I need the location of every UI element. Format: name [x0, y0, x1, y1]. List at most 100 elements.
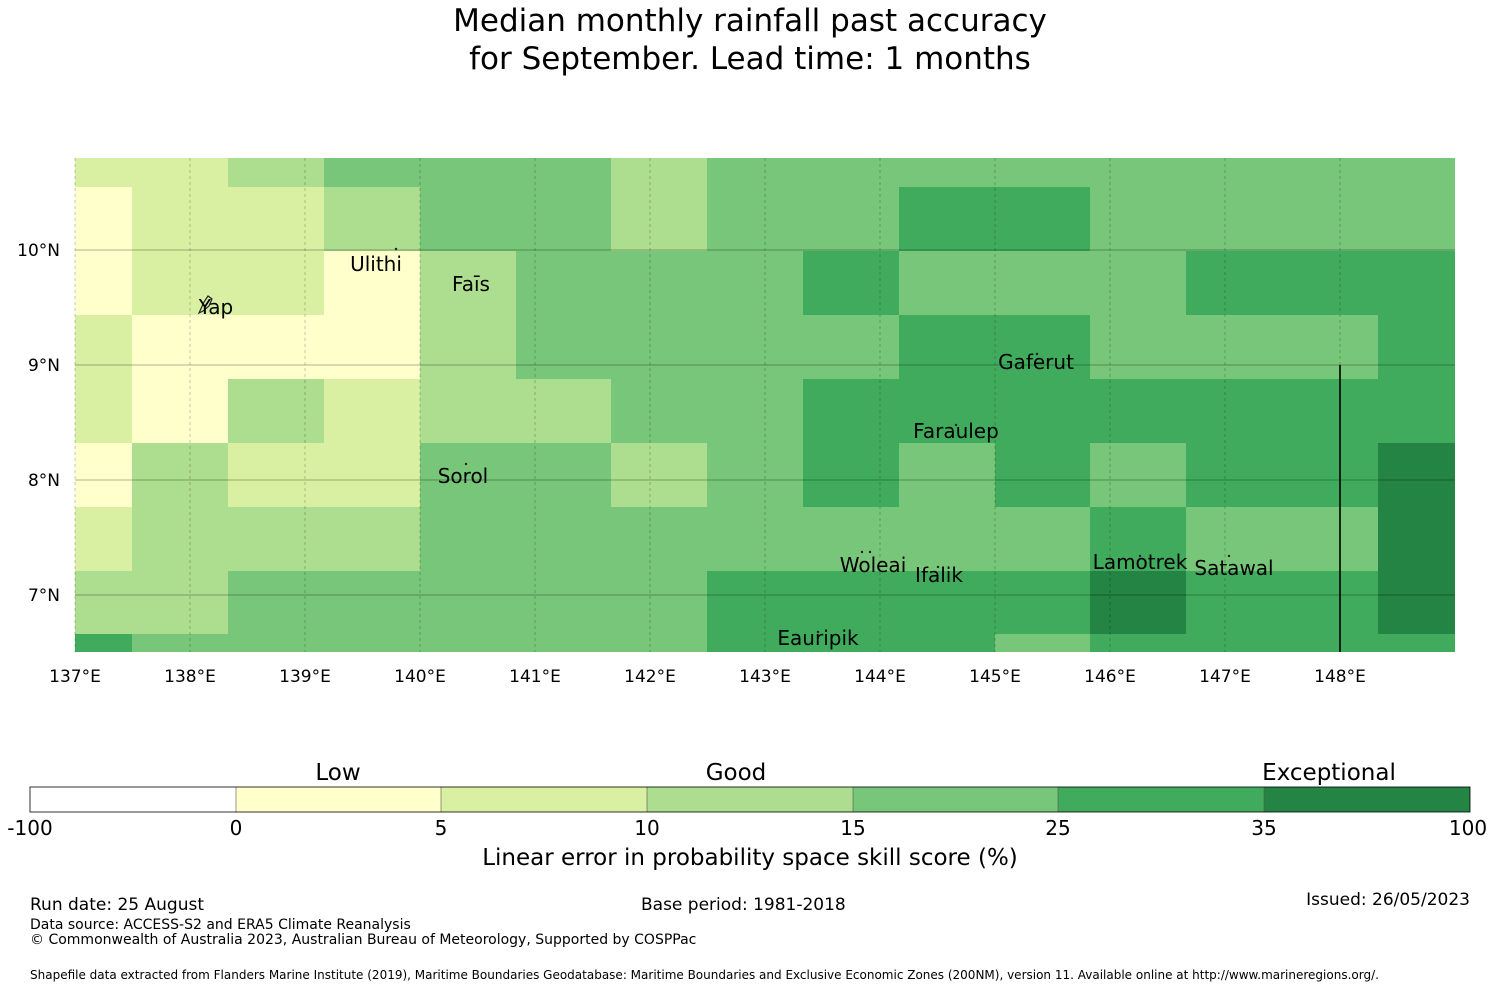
- place-label: Satawal: [1194, 556, 1273, 580]
- grid-cell: [1282, 443, 1378, 507]
- colorbar-frame: [29, 786, 1471, 813]
- grid-cell: [132, 571, 228, 634]
- island-marker: [394, 247, 398, 251]
- run-date: Run date: 25 August: [30, 895, 204, 915]
- grid-cell: [1090, 315, 1186, 379]
- grid-cell: [1186, 443, 1282, 507]
- colorbar-tick: 0: [229, 816, 243, 840]
- grid-cell: [1282, 187, 1378, 251]
- grid-cell: [1090, 571, 1186, 634]
- grid-cell: [228, 507, 324, 571]
- grid-cell: [995, 187, 1090, 251]
- grid-cell: [1378, 379, 1455, 443]
- grid-cell: [1186, 571, 1282, 634]
- grid-cell: [516, 634, 611, 652]
- grid-cell: [899, 571, 995, 634]
- grid-cell: [803, 187, 899, 251]
- grid-cell: [995, 507, 1090, 571]
- grid-cell: [803, 571, 899, 634]
- grid-cell: [1186, 634, 1282, 652]
- place-label: Sorol: [438, 464, 489, 488]
- grid-cell: [899, 379, 995, 443]
- grid-cell: [132, 443, 228, 507]
- grid-cell: [132, 507, 228, 571]
- graticule: [74, 158, 1455, 652]
- grid-cell: [1378, 443, 1455, 507]
- shapefile-credit: Shapefile data extracted from Flanders M…: [30, 968, 1379, 982]
- place-label: Ifalik: [915, 563, 963, 587]
- longitude-label: 142°E: [624, 667, 676, 687]
- grid-cell: [324, 379, 420, 443]
- grid-cell: [1090, 507, 1186, 571]
- grid-cell: [516, 571, 611, 634]
- grid-cell: [1378, 187, 1455, 251]
- grid-cell: [420, 571, 516, 634]
- grid-cell: [611, 507, 707, 571]
- grid-cell: [324, 571, 420, 634]
- colorbar-segment: [647, 787, 853, 812]
- place-label: Eauripik: [777, 626, 859, 650]
- colorbar-tick: 25: [1045, 816, 1071, 840]
- grid-cell: [707, 187, 803, 251]
- yap-island-shape: [197, 295, 213, 315]
- grid-cell: [228, 379, 324, 443]
- longitude-label: 145°E: [969, 667, 1021, 687]
- grid-cell: [324, 507, 420, 571]
- grid-cell: [228, 571, 324, 634]
- grid-cell: [707, 443, 803, 507]
- grid-cell: [516, 507, 611, 571]
- longitude-label: 138°E: [164, 667, 216, 687]
- grid-cell: [75, 158, 132, 187]
- grid-cell: [420, 251, 516, 315]
- grid-cell: [420, 443, 516, 507]
- island-marker: [868, 550, 872, 554]
- grid-cell: [324, 315, 420, 379]
- longitude-labels: 137°E 138°E 139°E 140°E 141°E 142°E 143°E 144°E…: [49, 667, 1366, 687]
- place-label: Lamotrek: [1093, 550, 1188, 574]
- grid-cell: [1378, 158, 1455, 187]
- grid-cell: [420, 315, 516, 379]
- grid-cell: [1186, 379, 1282, 443]
- grid-cell: [899, 187, 995, 251]
- grid-cell: [132, 379, 228, 443]
- longitude-label: 148°E: [1314, 667, 1366, 687]
- grid-cell: [420, 379, 516, 443]
- grid-cell: [516, 158, 611, 187]
- grid-cell: [228, 634, 324, 652]
- grid-cell: [899, 507, 995, 571]
- place-label: Ulithi: [350, 252, 402, 276]
- colorbar-segment: [853, 787, 1058, 812]
- grid-cell: [611, 315, 707, 379]
- place-label: Faraulep: [913, 419, 999, 443]
- grid-cell: [324, 443, 420, 507]
- grid-cell: [75, 634, 132, 652]
- grid-cell: [611, 158, 707, 187]
- longitude-label: 141°E: [509, 667, 561, 687]
- grid-cell: [228, 315, 324, 379]
- grid-cell: [803, 507, 899, 571]
- grid-cell: [516, 443, 611, 507]
- grid-cell: [611, 187, 707, 251]
- grid-cell: [516, 379, 611, 443]
- copyright: © Commonwealth of Australia 2023, Austra…: [30, 932, 697, 948]
- colorbar-segment: [236, 787, 441, 812]
- grid-cell: [324, 158, 420, 187]
- latitude-labels: 10°N 9°N 8°N 7°N: [17, 241, 60, 606]
- grid-cell: [75, 315, 132, 379]
- grid-cell: [611, 634, 707, 652]
- colorbar-tick: -100: [7, 816, 53, 840]
- grid-cell: [611, 251, 707, 315]
- grid-cell: [1186, 315, 1282, 379]
- grid-cell: [75, 251, 132, 315]
- island-marker: [464, 462, 468, 466]
- grid-cell: [1378, 251, 1455, 315]
- grid-cell: [1090, 634, 1186, 652]
- colorbar-tick: 35: [1251, 816, 1277, 840]
- grid-cell: [899, 251, 995, 315]
- grid-cell: [995, 158, 1090, 187]
- grid-cell: [899, 634, 995, 652]
- grid-cell: [75, 379, 132, 443]
- grid-cell: [132, 634, 228, 652]
- grid-cell: [132, 187, 228, 251]
- island-marker: [860, 550, 864, 554]
